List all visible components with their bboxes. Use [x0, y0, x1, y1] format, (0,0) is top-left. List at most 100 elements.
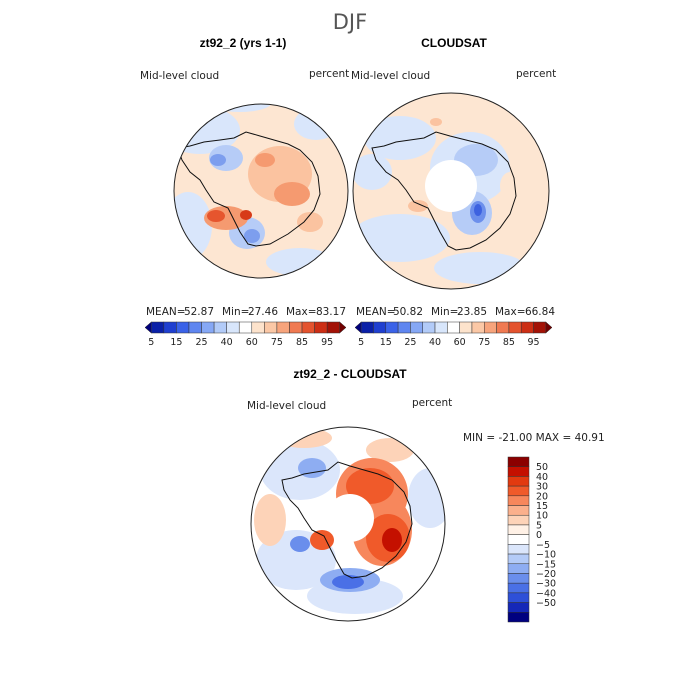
panel-diff-minmax: MIN = -21.00 MAX = 40.91 [463, 432, 605, 444]
colorbar-swatch [545, 321, 553, 334]
panel-model-title: zt92_2 (yrs 1-1) [200, 36, 287, 50]
colorbar-swatch [507, 476, 530, 487]
colorbar-swatch [213, 321, 227, 334]
stat-min-label: Min= [222, 306, 249, 318]
contour-fill [346, 468, 394, 504]
colorbar-swatch [507, 573, 530, 584]
colorbar-tick-label: 30 [536, 482, 548, 493]
contour-fill [244, 229, 260, 243]
colorbar-swatch [373, 321, 387, 334]
colorbar-swatch [397, 321, 411, 334]
contour-fill [353, 214, 450, 262]
colorbar-tick-label: 75 [271, 337, 283, 348]
colorbar-tick-label: −5 [536, 540, 550, 551]
colorbar-swatch [507, 563, 530, 574]
colorbar-swatch [459, 321, 473, 334]
stat-min-value: 27.46 [248, 306, 278, 318]
panel-diff-units: percent [412, 397, 452, 409]
panel-obs-units: percent [516, 68, 556, 80]
contour-fill [408, 200, 428, 212]
stat-min-value: 23.85 [457, 306, 487, 318]
colorbar-tick-label: 75 [478, 337, 490, 348]
colorbar-swatch [238, 321, 253, 334]
stat-max-label: Max= [286, 306, 317, 318]
colorbar-swatch [144, 321, 152, 334]
panel-model-units: percent [309, 68, 349, 80]
stat-min-label: Min= [431, 306, 458, 318]
missing-data-region [326, 494, 374, 542]
colorbar-swatch [360, 321, 374, 334]
colorbar-swatch [507, 592, 530, 603]
colorbar-tick-label: 15 [536, 501, 548, 512]
colorbar-tick-label: 60 [246, 337, 258, 348]
panel-obs-title: CLOUDSAT [421, 36, 487, 50]
antarctica-coastline [371, 131, 517, 251]
colorbar-tick-label: 60 [454, 337, 466, 348]
colorbar-swatch [507, 466, 530, 477]
contour-fill [353, 154, 392, 190]
colorbar-swatch [385, 321, 399, 334]
contour-fill [274, 182, 310, 206]
colorbar-tick-label: 40 [221, 337, 233, 348]
colorbar-tick-label: −30 [536, 579, 556, 590]
colorbar-swatch [507, 553, 530, 565]
colorbar-swatch [496, 321, 510, 334]
colorbar-tick-label: −50 [536, 598, 556, 609]
colorbar-swatch [410, 321, 423, 334]
colorbar-swatch [301, 321, 315, 334]
colorbar-tick-label: 5 [148, 337, 154, 348]
colorbar-swatch [226, 321, 240, 334]
stat-mean-value: 50.82 [393, 306, 423, 318]
colorbar-swatch [533, 321, 547, 334]
colorbar-swatch [507, 612, 530, 623]
colorbar-tick-label: 5 [536, 520, 542, 531]
contour-fill [474, 204, 482, 216]
contour-fill [382, 528, 402, 552]
colorbar-tick-label: 5 [358, 337, 364, 348]
contour-fill [310, 530, 334, 550]
panel-model-variable: Mid-level cloud [140, 70, 219, 82]
colorbar-tick-label: 20 [536, 491, 548, 502]
colorbar-model: 5 15 25 40 60 75 85 95 [144, 321, 347, 348]
contour-fill [364, 116, 436, 160]
colorbar-swatch [289, 321, 303, 334]
colorbar-swatch [507, 544, 530, 555]
colorbar-swatch [201, 321, 215, 334]
contour-fill [254, 494, 286, 546]
colorbar-swatch [507, 456, 530, 467]
colorbar-swatch [447, 321, 460, 334]
stat-max-label: Max= [495, 306, 526, 318]
colorbar-swatch [507, 582, 530, 594]
colorbar-swatch [508, 321, 522, 334]
colorbar-tick-label: 50 [536, 462, 548, 473]
colorbar-swatch [354, 321, 362, 334]
contour-fill [366, 438, 414, 462]
panel-model: zt92_2 (yrs 1-1) Mid-level cloud percent [140, 36, 349, 348]
contour-fill [430, 118, 442, 126]
colorbar-tick-label: 15 [170, 337, 182, 348]
colorbar-tick-label: 85 [296, 337, 308, 348]
panel-obs-variable: Mid-level cloud [351, 70, 430, 82]
stat-max-value: 66.84 [525, 306, 555, 318]
map-boundary [352, 92, 550, 290]
map-boundary [250, 426, 446, 622]
panel-diff-title: zt92_2 - CLOUDSAT [293, 367, 407, 381]
colorbar-swatch [422, 321, 436, 334]
panel-obs-stats: MEAN= 50.82 Min= 23.85 Max= 66.84 [356, 306, 555, 318]
colorbar-tick-label: −15 [536, 559, 556, 570]
contour-fill [332, 575, 364, 589]
colorbar-tick-label: 95 [321, 337, 333, 348]
contour-fill [297, 212, 323, 232]
colorbar-tick-label: 15 [380, 337, 392, 348]
colorbar-tick-label: −40 [536, 588, 556, 599]
colorbar-tick-label: 25 [195, 337, 207, 348]
colorbar-obs: 5 15 25 40 60 75 85 95 [354, 321, 553, 348]
colorbar-swatch [520, 321, 534, 334]
panel-diff-map [251, 427, 445, 621]
panel-diff-variable: Mid-level cloud [247, 400, 326, 412]
contour-fill [255, 153, 275, 167]
colorbar-swatch [507, 514, 530, 526]
colorbar-swatch [507, 534, 530, 545]
colorbar-tick-label: −10 [536, 550, 556, 561]
